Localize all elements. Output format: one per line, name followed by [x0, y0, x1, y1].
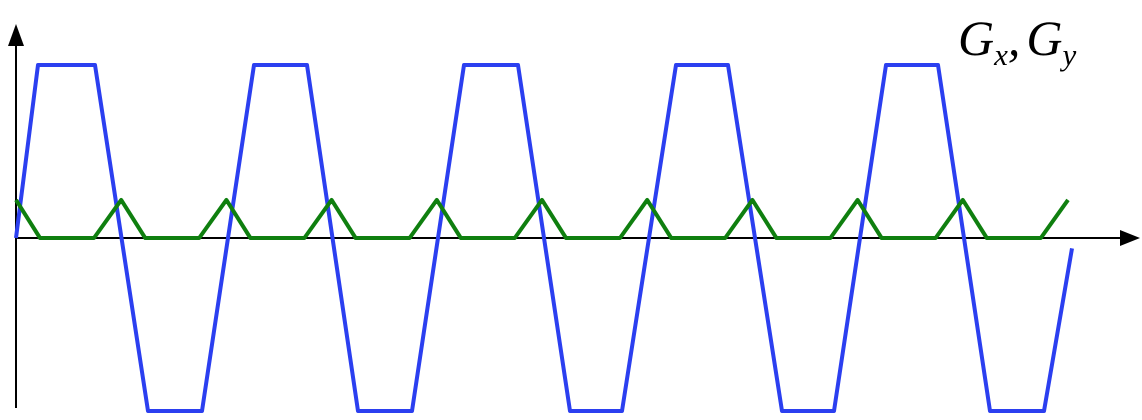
vertical-axis-arrow-icon [8, 24, 24, 46]
gy-triangle-waveform [14, 197, 1070, 240]
label-g2: G [1026, 10, 1062, 66]
waveform-label: Gx, Gy [958, 10, 1076, 72]
horizontal-axis-arrow-icon [1120, 230, 1140, 246]
gx-trapezoid-waveform [14, 63, 1074, 413]
label-g1: G [958, 10, 994, 66]
label-sub-y: y [1059, 37, 1076, 72]
label-sub-x: x [993, 37, 1008, 72]
label-comma: , [1008, 10, 1021, 66]
